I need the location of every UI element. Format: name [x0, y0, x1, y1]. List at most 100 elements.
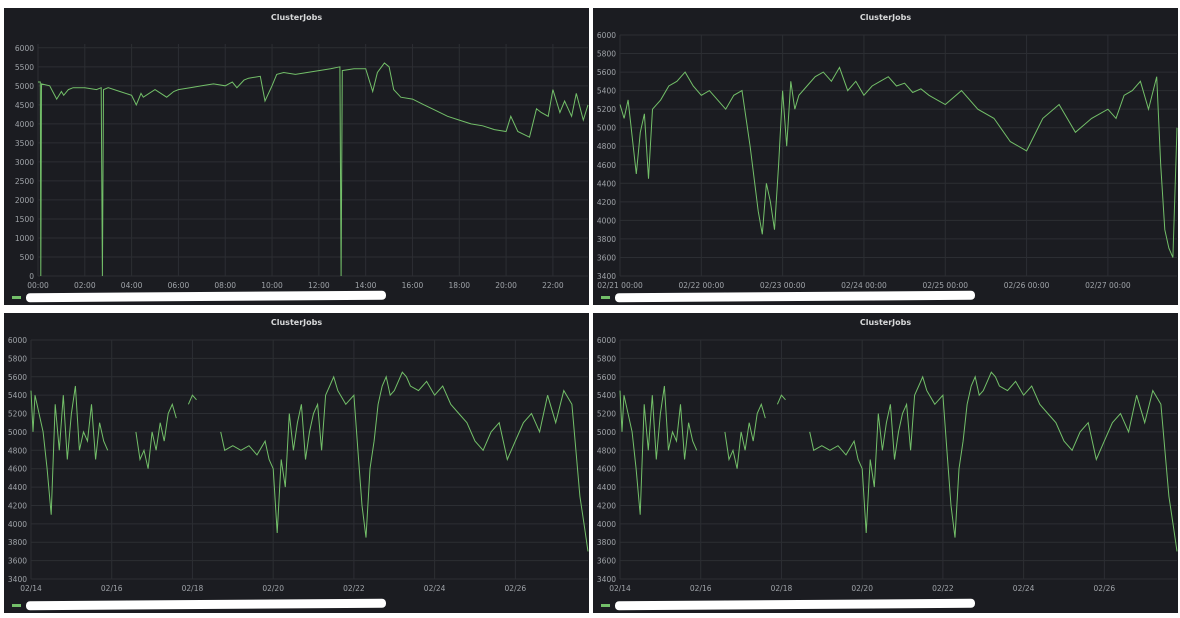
y-tick-label: 5500 — [15, 63, 34, 72]
x-tick-label: 02/20 — [262, 584, 284, 593]
x-tick-label: 08:00 — [214, 281, 236, 290]
y-tick-label: 4800 — [597, 142, 616, 151]
y-tick-label: 5600 — [8, 373, 27, 382]
y-tick-label: 4600 — [597, 161, 616, 170]
y-tick-label: 3600 — [8, 557, 27, 566]
legend — [12, 598, 392, 611]
x-tick-label: 10:00 — [261, 281, 283, 290]
y-tick-label: 4200 — [8, 501, 27, 510]
y-tick-label: 5200 — [597, 410, 616, 419]
series-line — [619, 66, 1178, 258]
x-tick-label: 02/24 — [424, 584, 446, 593]
y-tick-label: 4000 — [597, 216, 616, 225]
y-tick-label: 6000 — [597, 31, 616, 40]
y-tick-label: 5200 — [597, 105, 616, 114]
panel-title: ClusterJobs — [270, 318, 323, 327]
y-tick-label: 0 — [29, 272, 34, 281]
x-tick-label: 22:00 — [542, 281, 564, 290]
y-tick-label: 4800 — [8, 446, 27, 455]
panel-title: ClusterJobs — [859, 13, 912, 22]
y-tick-label: 5200 — [8, 410, 27, 419]
chart-plot: 3400 3600 3800 4000 4200 4400 4600 4800 5000 5200… — [597, 31, 1178, 290]
y-tick-label: 3600 — [597, 253, 616, 262]
y-tick-label: 4000 — [15, 120, 34, 129]
x-tick-label: 02/20 — [851, 584, 873, 593]
x-tick-label: 02/22 — [932, 584, 954, 593]
x-tick-label: 02/25 00:00 — [922, 281, 968, 290]
chart-panel-4: ClusterJobs 3400 3600 3800 4000 4200 4400 4600… — [593, 313, 1178, 613]
x-tick-label: 02/21 00:00 — [597, 281, 643, 290]
x-tick-label: 02/18 — [771, 584, 793, 593]
y-tick-label: 5000 — [15, 82, 34, 91]
y-tick-label: 3000 — [15, 158, 34, 167]
y-tick-label: 1500 — [15, 215, 34, 224]
x-tick-label: 02/24 00:00 — [841, 281, 887, 290]
y-tick-label: 4000 — [597, 520, 616, 529]
y-tick-label: 1000 — [15, 234, 34, 243]
chart-panel-3: ClusterJobs 3400 3600 3800 4000 4200 4400 4600… — [4, 313, 589, 613]
y-tick-label: 500 — [20, 253, 35, 262]
panel-title: ClusterJobs — [859, 318, 912, 327]
chart-plot: 0 500 1000 1500 2000 2500 3000 3500 4000 4500 5000… — [15, 44, 589, 290]
x-tick-label: 02/18 — [182, 584, 204, 593]
series-line — [38, 62, 589, 277]
redaction-mark — [25, 290, 387, 303]
x-tick-label: 02/22 00:00 — [679, 281, 725, 290]
y-tick-label: 4500 — [15, 101, 34, 110]
legend-swatch — [601, 296, 610, 299]
chart-plot: 3400 3600 3800 4000 4200 4400 4600 4800 5000 5200… — [597, 336, 1178, 593]
legend-swatch — [12, 604, 21, 607]
y-tick-label: 3400 — [597, 272, 616, 281]
y-tick-label: 5400 — [8, 391, 27, 400]
y-tick-label: 5400 — [597, 391, 616, 400]
legend-swatch — [601, 604, 610, 607]
y-tick-label: 4000 — [8, 520, 27, 529]
x-tick-label: 02/14 — [20, 584, 42, 593]
y-tick-label: 2000 — [15, 196, 34, 205]
x-tick-label: 02:00 — [74, 281, 96, 290]
y-tick-label: 3400 — [597, 575, 616, 584]
x-tick-label: 02/24 — [1013, 584, 1035, 593]
y-tick-label: 5000 — [8, 428, 27, 437]
y-tick-label: 3800 — [597, 235, 616, 244]
x-tick-label: 00:00 — [27, 281, 49, 290]
x-tick-label: 12:00 — [308, 281, 330, 290]
y-tick-label: 3800 — [597, 538, 616, 547]
chart-panel-2: ClusterJobs 3400 3600 3800 4000 4200 4400 4600… — [593, 8, 1178, 305]
chart-plot: 3400 3600 3800 4000 4200 4400 4600 4800 5000 5200… — [8, 336, 589, 593]
y-tick-label: 2500 — [15, 177, 34, 186]
x-tick-label: 02/27 00:00 — [1085, 281, 1131, 290]
chart-panel-1: ClusterJobs 0 500 1000 1500 2000 2500 3000 3500… — [4, 8, 589, 305]
x-tick-label: 02/23 00:00 — [760, 281, 806, 290]
y-tick-label: 4400 — [597, 483, 616, 492]
x-tick-label: 02/14 — [609, 584, 631, 593]
x-tick-label: 04:00 — [121, 281, 143, 290]
redaction-mark — [614, 598, 976, 611]
y-tick-label: 5800 — [597, 354, 616, 363]
panel-title: ClusterJobs — [270, 13, 323, 22]
x-tick-label: 02/26 00:00 — [1004, 281, 1050, 290]
y-tick-label: 4200 — [597, 198, 616, 207]
y-tick-label: 4400 — [8, 483, 27, 492]
y-tick-label: 4800 — [597, 446, 616, 455]
y-tick-label: 4200 — [597, 501, 616, 510]
legend — [601, 598, 981, 611]
x-tick-label: 02/16 — [101, 584, 123, 593]
y-tick-label: 3800 — [8, 538, 27, 547]
x-tick-label: 20:00 — [495, 281, 517, 290]
x-tick-label: 16:00 — [402, 281, 424, 290]
x-tick-label: 02/26 — [1094, 584, 1116, 593]
y-tick-label: 4600 — [8, 465, 27, 474]
y-tick-label: 6000 — [597, 336, 616, 345]
legend — [601, 290, 981, 303]
series-line — [619, 371, 1178, 552]
y-tick-label: 5400 — [597, 87, 616, 96]
y-tick-label: 4400 — [597, 179, 616, 188]
x-tick-label: 18:00 — [448, 281, 470, 290]
y-tick-label: 3400 — [8, 575, 27, 584]
x-tick-label: 02/22 — [343, 584, 365, 593]
y-tick-label: 5800 — [8, 354, 27, 363]
x-tick-label: 02/26 — [505, 584, 527, 593]
y-tick-label: 5000 — [597, 124, 616, 133]
y-tick-label: 4600 — [597, 465, 616, 474]
